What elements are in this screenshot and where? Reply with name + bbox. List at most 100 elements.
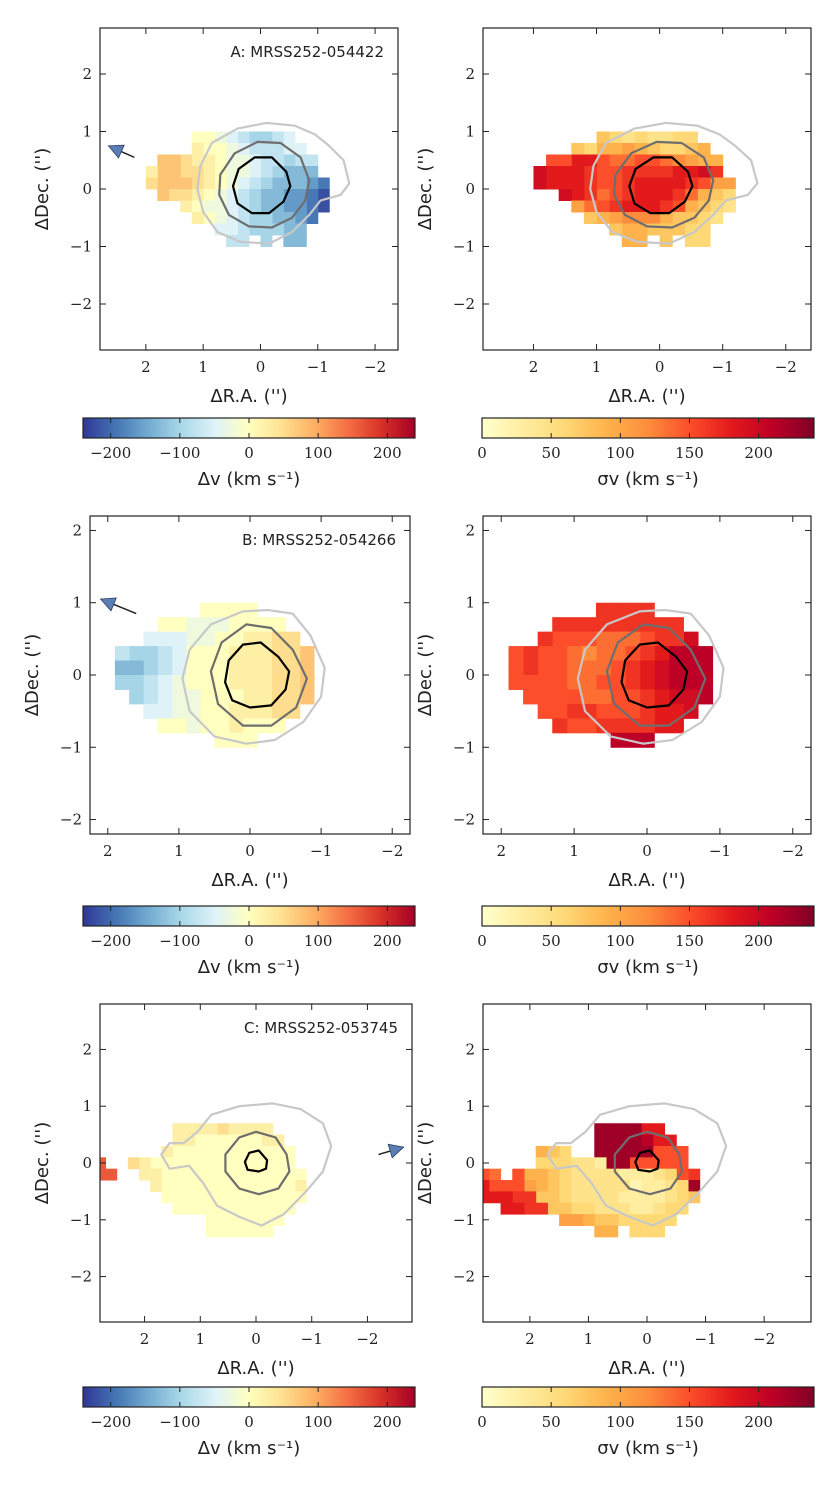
heatmap-cell <box>634 223 648 236</box>
x-tick-label: 2 <box>140 1330 150 1348</box>
heatmap-cell <box>217 1191 229 1204</box>
colorbar-tick-label: 100 <box>304 444 333 462</box>
heatmap-cell <box>483 1168 490 1181</box>
heatmap-cell <box>180 166 193 178</box>
heatmap-cell <box>606 1157 619 1170</box>
heatmap-cell <box>249 131 261 144</box>
heatmap-cell <box>676 1191 689 1204</box>
heatmap-cell <box>214 631 230 647</box>
heatmap-cell <box>172 1157 185 1170</box>
heatmap-cell <box>652 1191 666 1204</box>
heatmap-cell <box>570 1157 584 1170</box>
x-tick-label: 2 <box>529 358 539 376</box>
heatmap-cell <box>157 675 173 690</box>
heatmap-cell <box>226 189 239 201</box>
heatmap-cell <box>114 675 130 690</box>
arrow-head <box>387 1143 405 1159</box>
heatmap-cell <box>683 689 699 705</box>
heatmap-cell <box>629 1123 642 1136</box>
colorbar-tick-label: 200 <box>744 444 773 462</box>
heatmap-cell <box>200 602 215 618</box>
x-tick-label: 1 <box>196 1330 206 1348</box>
heatmap-cell <box>595 631 612 647</box>
colorbar-tick-label: −200 <box>90 444 131 462</box>
y-tick-label: 1 <box>82 123 92 141</box>
heatmap-cell <box>237 166 250 178</box>
heatmap-cell <box>145 177 158 190</box>
x-tick-label: 1 <box>584 1330 594 1348</box>
heatmap-cell <box>647 223 661 236</box>
heatmap-cell <box>271 154 284 167</box>
heatmap-cell <box>617 1157 630 1170</box>
heatmap-cell <box>217 1145 229 1158</box>
heatmap-cell <box>205 1168 218 1181</box>
heatmap-cell <box>537 660 553 676</box>
heatmap-cell <box>558 166 572 178</box>
x-tick-label: −2 <box>364 358 386 376</box>
y-tick-label: 1 <box>465 594 475 612</box>
heatmap-cell <box>676 1168 689 1181</box>
heatmap-cell <box>512 1180 525 1192</box>
heatmap-cell <box>194 1157 207 1170</box>
heatmap-cell <box>483 1180 490 1192</box>
heatmap-cell <box>664 1214 677 1226</box>
heatmap-cell <box>672 131 686 144</box>
heatmap-cell <box>668 631 684 647</box>
heatmap-cell <box>285 703 301 719</box>
heatmap-cell <box>183 1180 196 1192</box>
plot-area <box>145 121 351 247</box>
heatmap-cell <box>250 1225 263 1238</box>
heatmap-cell <box>200 689 215 705</box>
heatmap-cell <box>145 166 158 178</box>
heatmap-cell <box>157 631 173 647</box>
colorbar-tick-label: −100 <box>159 1413 200 1431</box>
y-tick-label: 0 <box>465 1154 475 1172</box>
heatmap-cell <box>535 1168 548 1181</box>
heatmap-cell <box>606 1180 619 1192</box>
contour-line <box>620 641 689 709</box>
heatmap-cell <box>200 675 215 690</box>
x-tick-label: −1 <box>307 358 329 376</box>
heatmap-cell <box>217 1134 229 1147</box>
heatmap-cell <box>552 718 568 734</box>
heatmap-cell <box>237 212 250 224</box>
contour-line <box>224 641 291 709</box>
heatmap-cell <box>239 1191 251 1204</box>
heatmap-cell <box>261 1191 274 1204</box>
heatmap-cell <box>194 1202 207 1215</box>
heatmap-cell <box>617 1123 630 1136</box>
heatmap-cell <box>261 1123 274 1136</box>
colorbar-tick-label: 100 <box>304 1413 333 1431</box>
heatmap-cell <box>205 1214 218 1226</box>
heatmap-cell <box>664 1145 677 1158</box>
heatmap-cell <box>194 1134 207 1147</box>
heatmap-cell <box>659 235 673 247</box>
heatmap-cell <box>114 660 130 676</box>
heatmap-cell <box>668 617 684 633</box>
heatmap-cell <box>668 675 684 690</box>
heatmap-cell <box>610 602 626 618</box>
heatmap-cell <box>143 675 159 690</box>
y-axis-label: ΔDec. ('') <box>415 1122 436 1205</box>
heatmap-cell <box>250 1157 263 1170</box>
colorbar-tick-label: 150 <box>675 932 704 950</box>
heatmap-cell <box>629 1202 642 1215</box>
heatmap-cell <box>272 1214 285 1226</box>
y-tick-label: 0 <box>465 666 475 684</box>
heatmap-cell <box>261 1145 274 1158</box>
heatmap-cell <box>581 631 597 647</box>
x-tick-label: −2 <box>356 1330 378 1348</box>
heatmap-cell <box>641 1123 654 1136</box>
x-axis-label: ΔR.A. ('') <box>211 870 288 891</box>
heatmap-cell <box>214 143 227 155</box>
heatmap-cell <box>610 718 626 734</box>
heatmap-cell <box>228 1214 240 1226</box>
y-tick-label: −2 <box>453 295 475 313</box>
heatmap-cell <box>595 675 612 690</box>
heatmap-cell <box>566 703 582 719</box>
x-tick-label: −2 <box>782 842 804 860</box>
heatmap-cell <box>272 1191 285 1204</box>
heatmap-cell <box>226 143 239 155</box>
heatmap-cell <box>191 200 204 213</box>
